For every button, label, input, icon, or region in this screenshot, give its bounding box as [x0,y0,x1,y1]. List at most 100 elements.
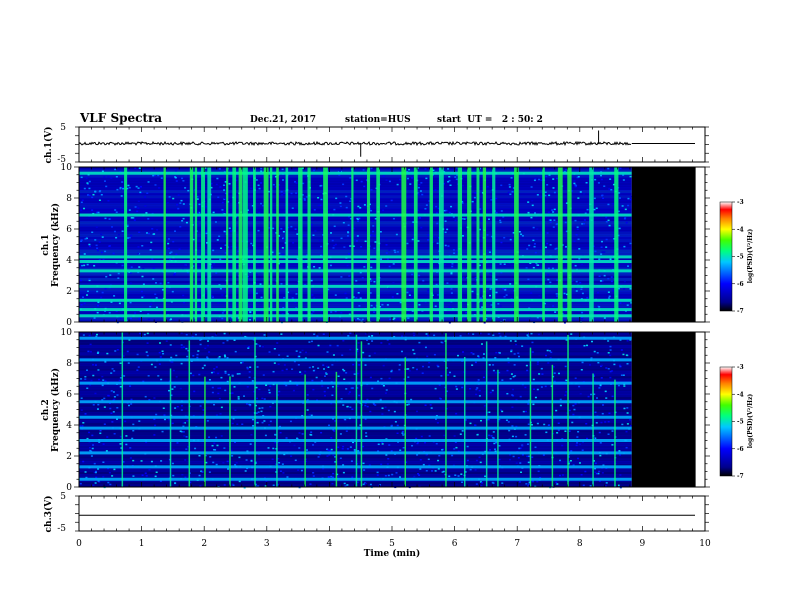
noise-speckle [274,186,277,188]
noise-speckle [265,480,268,482]
noise-speckle [83,302,86,305]
noise-speckle [186,271,189,274]
noise-speckle [582,222,585,225]
vlf-burst [360,341,363,487]
noise-speckle [245,403,248,405]
noise-row [79,363,632,366]
noise-speckle [147,218,150,220]
noise-speckle [157,174,160,177]
noise-speckle [224,389,227,392]
noise-speckle [104,310,107,312]
noise-speckle [341,354,344,356]
colorbar-tick-label: -6 [737,446,744,453]
noise-speckle [104,380,107,382]
vlf-burst [204,376,206,487]
noise-speckle [312,444,315,446]
noise-speckle [407,376,410,378]
noise-speckle [356,387,359,389]
noise-speckle [147,181,150,183]
noise-speckle [536,194,539,196]
noise-speckle [294,459,297,462]
noise-speckle [342,221,345,224]
noise-speckle [408,403,411,406]
noise-speckle [333,430,336,432]
noise-speckle [582,484,585,487]
noise-speckle [580,263,583,266]
noise-speckle [358,217,361,220]
noise-row [79,208,632,212]
noise-speckle [478,264,481,267]
noise-speckle [346,405,349,408]
noise-speckle [427,458,430,461]
noise-speckle [100,233,103,235]
noise-speckle [321,385,324,387]
noise-speckle [281,463,284,465]
noise-speckle [271,458,274,460]
noise-speckle [530,216,533,219]
noise-speckle [576,436,579,438]
noise-speckle [498,418,501,421]
noise-speckle [314,230,317,232]
noise-speckle [139,191,142,194]
noise-speckle [427,291,430,293]
noise-speckle [548,350,551,352]
noise-speckle [518,481,521,483]
noise-speckle [625,430,628,433]
noise-speckle [147,318,150,321]
noise-speckle [283,364,286,366]
noise-speckle [417,193,420,196]
noise-speckle [137,366,140,368]
noise-speckle [471,290,474,293]
noise-speckle [346,448,349,450]
vlf-burst [351,167,354,322]
noise-speckle [216,239,219,241]
noise-speckle [373,280,376,283]
noise-speckle [84,238,87,240]
noise-speckle [80,397,83,399]
noise-speckle [95,476,98,479]
noise-speckle [442,470,445,473]
noise-speckle [544,191,547,194]
noise-speckle [257,485,260,487]
noise-speckle [221,201,224,204]
noise-speckle [102,443,105,445]
noise-speckle [222,342,225,344]
noise-speckle [517,352,520,354]
noise-speckle [129,272,132,274]
noise-row [79,422,632,426]
noise-speckle [461,481,464,484]
noise-speckle [409,183,412,185]
noise-speckle [256,397,259,400]
noise-row [79,218,632,222]
frequency-band [79,381,632,385]
noise-row [79,484,632,488]
noise-speckle [390,369,393,372]
noise-row [79,221,632,225]
noise-speckle [435,212,438,214]
noise-speckle [607,367,610,370]
noise-speckle [199,339,202,341]
noise-speckle [269,420,272,423]
frequency-band [79,465,632,469]
noise-speckle [514,375,517,377]
vlf-burst [163,167,166,322]
vlf-burst [232,167,237,322]
noise-speckle [418,474,421,476]
noise-speckle [450,271,453,274]
noise-speckle [223,447,226,449]
noise-speckle [223,332,226,335]
noise-speckle [262,204,265,207]
noise-speckle [357,220,360,222]
noise-speckle [598,480,601,482]
noise-speckle [371,387,374,390]
noise-speckle [399,178,402,181]
noise-speckle [86,263,89,266]
noise-speckle [390,370,393,373]
noise-speckle [285,384,288,387]
noise-speckle [84,378,87,380]
noise-speckle [139,185,142,188]
ch1-ytick-bottom: -5 [57,155,66,165]
noise-speckle [420,435,423,438]
noise-speckle [144,395,147,398]
noise-speckle [399,301,402,304]
